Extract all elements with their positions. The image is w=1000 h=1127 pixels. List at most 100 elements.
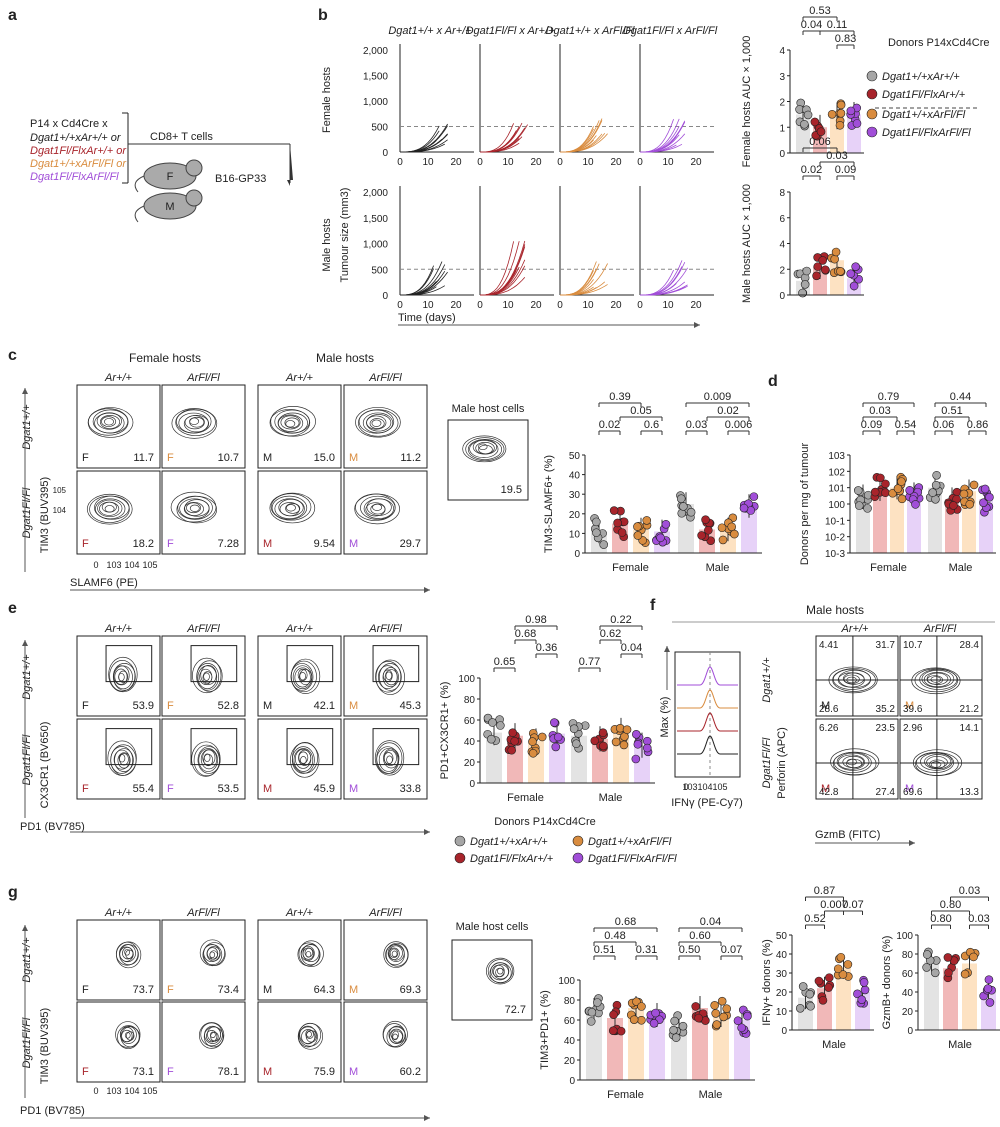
tim3-pd1-female-chart: 0 20 40 60 80 100 Female TIM3+PD1+ (%) 0.68 0.48 0… <box>539 916 670 1101</box>
genotype-row-head: Dgat1Fl/Fl <box>21 1017 33 1068</box>
genotype-row-head: Dgat1+/+ <box>21 654 33 700</box>
data-point <box>831 247 841 257</box>
density-contour <box>285 503 301 514</box>
p-value: 0.39 <box>609 391 630 403</box>
data-point <box>870 487 880 497</box>
female-hosts-title: Female hosts <box>129 351 201 365</box>
genotype-column-head: Ar+/+ <box>104 623 132 635</box>
host-sex-tag: M <box>349 984 358 996</box>
flow-xtick: 103 <box>106 1086 121 1096</box>
bar-ytick: 4 <box>779 240 785 251</box>
data-point <box>697 531 706 540</box>
bar-ytick: 40 <box>776 950 788 961</box>
density-contour <box>843 674 860 684</box>
bar-ytick: 6 <box>779 214 785 225</box>
data-point <box>711 1009 721 1018</box>
histogram-xtick: 0 <box>683 782 688 792</box>
flow-plot: 53.9 F <box>76 635 161 717</box>
growth-ytick: 500 <box>371 265 388 276</box>
flow-plot-frame <box>343 384 428 469</box>
flow-plot-frame <box>161 470 246 555</box>
gate-percentage: 64.3 <box>314 984 335 996</box>
density-contour <box>375 659 405 695</box>
data-point <box>852 119 862 128</box>
growth-ytick: 1,500 <box>363 214 388 225</box>
bar-ytick: 20 <box>564 1056 576 1067</box>
quadrant-value: 10.7 <box>903 640 923 651</box>
data-point <box>818 256 827 265</box>
data-point <box>893 484 903 493</box>
bar-ytick: 60 <box>902 969 914 980</box>
p-value: 0.06 <box>809 136 830 148</box>
host-sex-tag: M <box>821 783 830 795</box>
p-value: 0.03 <box>968 913 989 925</box>
panel-label-e: e <box>8 600 17 617</box>
p-value: 0.007 <box>820 899 848 911</box>
data-point <box>616 1026 626 1036</box>
bar-ytick: 0 <box>781 1026 787 1037</box>
data-point <box>922 963 931 972</box>
bar-ytick: 80 <box>464 695 476 706</box>
data-point <box>820 265 830 275</box>
data-point <box>813 262 823 271</box>
data-point <box>528 748 538 758</box>
data-point <box>969 952 978 962</box>
density-contour <box>465 437 505 462</box>
gate <box>372 645 420 683</box>
growth-xtick: 0 <box>477 300 483 311</box>
data-point <box>609 506 619 515</box>
data-point <box>795 1004 805 1013</box>
bar <box>873 489 887 553</box>
growth-xtick: 0 <box>557 157 563 168</box>
growth-curve <box>480 123 514 153</box>
data-point <box>846 269 855 279</box>
data-point <box>678 1021 688 1031</box>
male-hosts-title: Male hosts <box>316 351 374 365</box>
data-point <box>592 528 601 537</box>
density-contour <box>467 439 503 460</box>
density-contour <box>96 412 122 430</box>
gate-percentage: 73.4 <box>218 984 239 996</box>
gate <box>190 728 238 766</box>
p-value: 0.79 <box>878 391 899 403</box>
flow-plot-frame <box>76 718 161 800</box>
gate-percentage: 29.7 <box>400 538 421 550</box>
density-contour <box>830 748 880 776</box>
density-contour <box>392 1033 399 1041</box>
growth-curve <box>480 130 517 153</box>
data-point <box>897 494 907 504</box>
quadrant-value: 4.41 <box>819 640 839 651</box>
data-point <box>737 1023 746 1033</box>
bar-ytick: 0 <box>779 149 785 160</box>
growth-plot: 0 10 20 <box>397 44 474 168</box>
flow-plot: 18.2 F <box>76 470 161 555</box>
quadrant-value: 31.7 <box>876 640 896 651</box>
density-contour <box>274 498 305 520</box>
density-contour <box>200 1022 223 1047</box>
host-sex-tag: F <box>82 700 89 712</box>
growth-xtick: 20 <box>690 157 702 168</box>
p-value: 0.04 <box>621 642 642 654</box>
density-contour <box>297 668 308 682</box>
genotype-column-head: Ar+/+ <box>841 623 869 635</box>
quadrant-value: 35.2 <box>876 704 896 715</box>
gate-percentage: 53.9 <box>133 700 154 712</box>
gate-percentage: 69.3 <box>400 984 421 996</box>
flow-plot: 9.54 M <box>257 470 342 555</box>
data-point <box>637 1002 646 1011</box>
flow-plot-frame <box>161 384 246 469</box>
density-contour <box>203 672 210 681</box>
density-contour <box>119 944 139 966</box>
flow-plot: M 4.41 31.7 28.6 35.2 <box>815 635 899 717</box>
density-contour <box>921 669 955 688</box>
quadrant-value: 27.4 <box>876 787 896 798</box>
density-contour <box>293 748 314 772</box>
gate-percentage: 53.5 <box>218 783 239 795</box>
bar-ytick: 10-1 <box>825 516 845 527</box>
flow-x-axis-label: PD1 (BV785) <box>20 1105 85 1117</box>
density-contour <box>390 1030 400 1040</box>
density-contour <box>919 669 958 690</box>
density-contour <box>87 407 134 438</box>
host-sex-tag: M <box>263 538 272 550</box>
flow-xtick: 0 <box>93 1086 98 1096</box>
